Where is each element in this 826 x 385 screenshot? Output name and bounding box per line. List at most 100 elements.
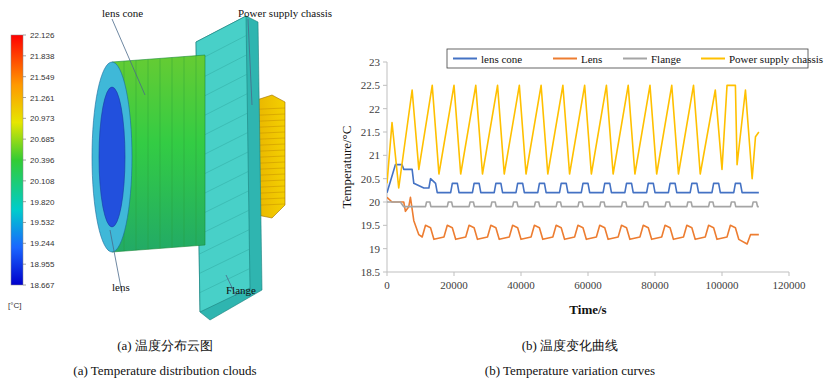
y-tick [383, 62, 387, 63]
y-tick [383, 272, 387, 273]
colorbar-label: 20.108 [30, 177, 55, 186]
series-line [387, 165, 759, 193]
x-axis-label: Time/s [569, 302, 606, 317]
legend-label: Lens [581, 53, 602, 65]
y-tick [383, 248, 387, 249]
part-label: Power supply chassis [238, 7, 332, 19]
mesh-line [199, 249, 249, 273]
y-tick-label: 22.5 [361, 79, 381, 91]
x-tick-label: 0 [384, 279, 390, 291]
part-label: Flange [226, 284, 256, 296]
x-tick-label: 80000 [641, 279, 669, 291]
x-tick [722, 272, 723, 276]
lens [99, 87, 125, 227]
mesh-line [199, 210, 249, 235]
series-group [387, 85, 759, 244]
y-tick-label: 21.5 [361, 126, 381, 138]
colorbar-tick [23, 35, 26, 36]
mesh-line [184, 57, 185, 247]
y-tick-label: 18.5 [361, 266, 381, 278]
y-tick [383, 132, 387, 133]
figure: 22.12621.83821.54921.26120.97320.68520.3… [0, 0, 826, 385]
x-tick-label: 20000 [440, 279, 468, 291]
mesh-line [199, 191, 249, 216]
colorbar-tick [23, 264, 26, 265]
legend-label: lens cone [481, 53, 522, 65]
colorbar-label: 21.838 [30, 52, 55, 61]
mesh-line [198, 171, 248, 196]
caption: (a) Temperature distribution clouds [73, 363, 256, 378]
series-line [387, 197, 759, 244]
colorbar-label: 20.685 [30, 135, 55, 144]
colorbar-tick [23, 76, 26, 77]
leader-line [248, 19, 252, 105]
mesh-line [148, 59, 149, 249]
part-label: lens cone [102, 7, 143, 19]
y-tick [383, 178, 387, 179]
x-tick-label: 40000 [507, 279, 535, 291]
y-tick-label: 20 [369, 196, 381, 208]
mesh-line [196, 56, 197, 246]
x-tick-label: 100000 [706, 279, 740, 291]
colorbar-label: 18.955 [30, 260, 55, 269]
colorbar-tick [23, 97, 26, 98]
legend: lens cone Lens Flange Power supply chassis [447, 49, 823, 68]
y-tick-label: 21 [369, 149, 380, 161]
colorbar-label: 20.973 [30, 114, 55, 123]
mesh-line [172, 58, 173, 248]
colorbar-tick [23, 285, 26, 286]
caption: (b) Temperature variation curves [485, 363, 655, 378]
x-tick [655, 272, 656, 276]
y-axis-label: Temperature/°C [339, 126, 354, 209]
legend-label: Flange [651, 53, 681, 65]
colorbar-label: 21.549 [30, 73, 55, 82]
caption: (a) 温度分布云图 [117, 338, 213, 353]
legend-swatch [553, 58, 577, 60]
colorbar-label: 22.126 [30, 31, 55, 40]
x-tick [588, 272, 589, 276]
series-line [387, 202, 759, 207]
mesh-line [198, 152, 248, 177]
legend-swatch [453, 58, 477, 60]
colorbar [11, 35, 23, 285]
y-tick-label: 19 [369, 243, 381, 255]
colorbar-unit: [°C] [8, 301, 21, 310]
colorbar-label: 19.532 [30, 218, 55, 227]
y-tick-label: 19.5 [361, 219, 381, 231]
part-label: lens [112, 281, 130, 293]
model [92, 16, 285, 320]
flange [196, 16, 262, 320]
x-tick-label: 120000 [773, 279, 807, 291]
colorbar-label: 19.244 [30, 239, 55, 248]
colorbar-label: 19.820 [30, 198, 55, 207]
y-tick-label: 23 [369, 56, 381, 68]
colorbar-tick [23, 201, 26, 202]
colorbar-tick [23, 160, 26, 161]
series-line [387, 85, 759, 188]
colorbar-tick [23, 118, 26, 119]
colorbar-label: 18.667 [30, 281, 55, 290]
colorbar-tick [23, 222, 26, 223]
colorbar-tick [23, 55, 26, 56]
colorbar-tick [23, 180, 26, 181]
y-tick-label: 22 [369, 103, 380, 115]
leader-line [112, 19, 145, 95]
x-tick [521, 272, 522, 276]
mesh-line [136, 60, 137, 250]
y-axis [387, 62, 388, 272]
colorbar-tick [23, 139, 26, 140]
x-tick [789, 272, 790, 276]
x-tick-label: 60000 [574, 279, 602, 291]
y-tick [383, 85, 387, 86]
y-tick [383, 108, 387, 109]
x-tick [454, 272, 455, 276]
colorbar-tick [23, 243, 26, 244]
x-tick [387, 272, 388, 276]
y-tick [383, 225, 387, 226]
colorbar-label: 21.261 [30, 94, 55, 103]
caption: (b) 温度变化曲线 [522, 338, 618, 353]
mesh-line [199, 230, 249, 254]
legend-swatch [623, 58, 647, 60]
legend-label: Power supply chassis [729, 53, 823, 65]
mesh-line [160, 58, 161, 248]
